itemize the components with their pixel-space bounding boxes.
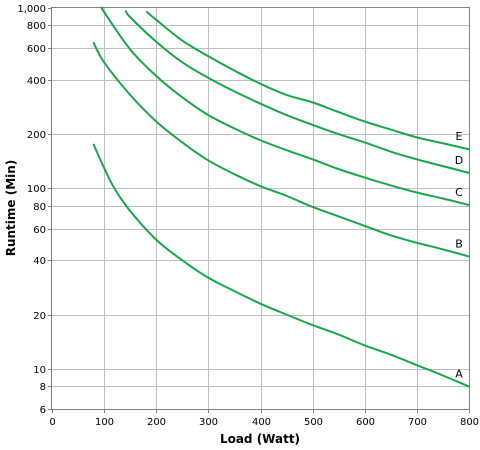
- y-axis-label: Runtime (Min): [4, 160, 18, 257]
- y-tick-label: 40: [33, 256, 46, 267]
- x-tick-label: 300: [199, 417, 218, 428]
- curve-label-c: C: [455, 186, 463, 199]
- x-axis: 0 100 200 300 400 500 600 700 800: [49, 409, 479, 428]
- x-axis-label: Load (Watt): [220, 432, 300, 446]
- plot-frame: [51, 7, 470, 410]
- y-tick-label: 200: [27, 130, 46, 141]
- y-tick-label: 1,000: [17, 4, 46, 15]
- curve-d: [125, 10, 470, 174]
- y-tick-label: 100: [27, 184, 46, 195]
- x-tick-label: 800: [460, 417, 479, 428]
- curve-label-b: B: [455, 237, 463, 250]
- curve-label-e: E: [456, 130, 463, 143]
- curve-e: [145, 11, 470, 151]
- y-tick-label: 600: [27, 44, 46, 55]
- y-tick-label: 400: [27, 76, 46, 87]
- x-tick-label: 600: [356, 417, 375, 428]
- curve-label-a: A: [455, 367, 463, 380]
- grid: [52, 8, 469, 409]
- y-tick-label: 8: [40, 382, 46, 393]
- y-tick-label: 60: [33, 225, 46, 236]
- x-tick-label: 100: [95, 417, 114, 428]
- x-tick-label: 0: [49, 417, 55, 428]
- y-tick-label: 10: [33, 365, 46, 376]
- y-tick-label: 6: [40, 405, 46, 416]
- y-tick-label: 20: [33, 311, 46, 322]
- x-tick-label: 400: [252, 417, 271, 428]
- curve-b: [92, 41, 470, 258]
- y-axis: 6 8 10 20 40 60 80 100 200 400 600 800 1,000: [17, 4, 52, 416]
- x-tick-label: 500: [304, 417, 323, 428]
- curves: A B C DE: [92, 6, 470, 388]
- y-tick-label: 800: [27, 21, 46, 32]
- curve-label-d: D: [455, 154, 463, 167]
- x-tick-label: 700: [408, 417, 427, 428]
- x-tick-label: 200: [147, 417, 166, 428]
- curve-c: [100, 6, 470, 206]
- y-tick-label: 80: [33, 202, 46, 213]
- curve-a: [92, 143, 470, 388]
